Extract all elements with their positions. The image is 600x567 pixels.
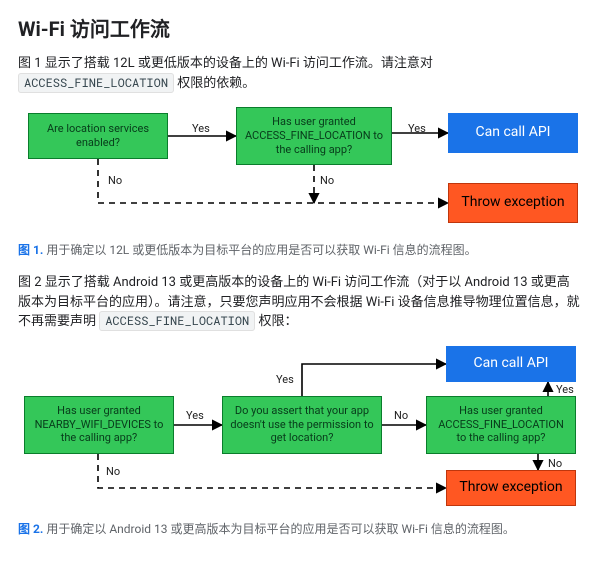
code-access-fine-location-2: ACCESS_FINE_LOCATION (99, 311, 255, 331)
edge-label-no: No (108, 173, 122, 190)
edge-label-no: No (320, 173, 334, 190)
figure-1-flowchart: Yes Yes No No Are location services enabled?… (18, 103, 578, 233)
flow-edge (302, 364, 446, 396)
flow-node-m4: Can call API (446, 346, 576, 382)
flow-edge (98, 159, 448, 203)
intro-2-post: 权限： (259, 314, 298, 329)
code-access-fine-location: ACCESS_FINE_LOCATION (18, 73, 174, 93)
flow-node-m1: Has user granted NEARBY_WIFI_DEVICES to … (24, 396, 174, 454)
page-title: Wi-Fi 访问工作流 (18, 14, 582, 44)
flow-node-n4: Throw exception (448, 183, 578, 223)
edge-label-yes: Yes (186, 408, 204, 425)
intro-1-post: 权限的依赖。 (177, 76, 255, 91)
caption-2-text: 用于确定以 Android 13 或更高版本为目标平台的应用是否可以获取 Wi-… (46, 522, 515, 536)
caption-1-label: 图 1. (18, 243, 43, 257)
flow-node-m3: Has user granted ACCESS_FINE_LOCATION to… (426, 396, 576, 454)
intro-1: 图 1 显示了搭载 12L 或更低版本的设备上的 Wi-Fi 访问工作流。请注意… (18, 54, 582, 93)
flow-node-n3: Can call API (448, 113, 578, 153)
intro-1-pre: 图 1 显示了搭载 12L 或更低版本的设备上的 Wi-Fi 访问工作流。请注意… (18, 56, 433, 71)
figure-2-flowchart: YesNoYesYesNoNoHas user granted NEARBY_W… (18, 342, 578, 512)
intro-2: 图 2 显示了搭载 Android 13 或更高版本的设备上的 Wi-Fi 访问… (18, 273, 582, 332)
edge-label-no: No (106, 464, 120, 481)
edge-label-yes: Yes (408, 121, 426, 138)
edge-label-yes: Yes (192, 121, 210, 138)
edge-label-no: No (394, 408, 408, 425)
flow-node-n2: Has user granted ACCESS_FINE_LOCATION to… (236, 107, 392, 165)
caption-2: 图 2. 用于确定以 Android 13 或更高版本为目标平台的应用是否可以获… (18, 520, 582, 538)
caption-1-text: 用于确定以 12L 或更低版本为目标平台的应用是否可以获取 Wi-Fi 信息的流… (46, 243, 476, 257)
caption-2-label: 图 2. (18, 522, 43, 536)
flow-edge (98, 454, 446, 488)
caption-1: 图 1. 用于确定以 12L 或更低版本为目标平台的应用是否可以获取 Wi-Fi… (18, 241, 582, 259)
flow-node-n1: Are location services enabled? (28, 113, 168, 159)
flow-node-m5: Throw exception (446, 470, 576, 506)
edge-label-yes: Yes (276, 372, 294, 389)
flow-node-m2: Do you assert that your app doesn't use … (222, 396, 382, 454)
